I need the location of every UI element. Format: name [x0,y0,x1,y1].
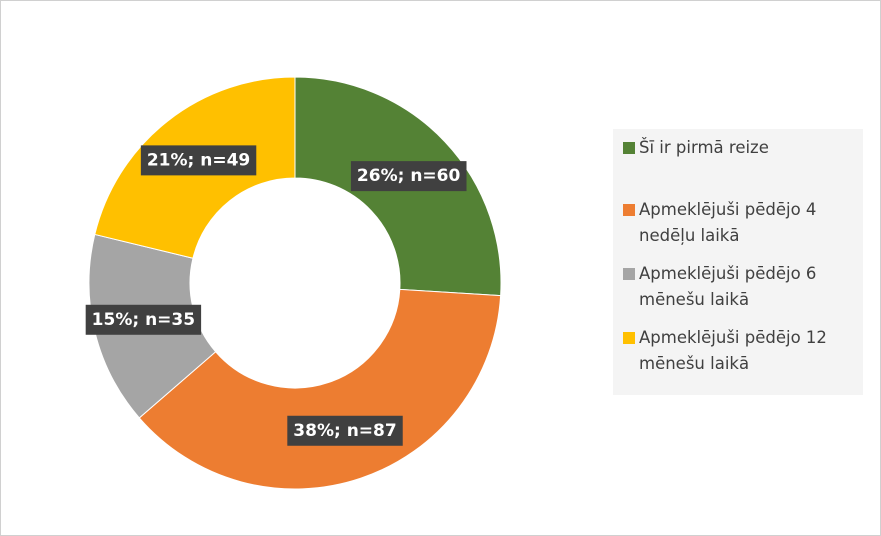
data-label-box [140,145,257,176]
data-label-text: 26%; n=60 [357,166,461,186]
data-label-box [85,304,202,335]
legend-label: Apmeklējuši pēdējo 6 mēnešu laikā [639,264,817,309]
legend-item: Apmeklējuši pēdējo 6 mēnešu laikā [623,261,863,313]
legend-item: Apmeklējuši pēdējo 12 mēnešu laikā [623,325,863,377]
data-label: 21%; n=49 [140,145,257,176]
data-label: 38%; n=87 [287,415,403,446]
legend-label: Šī ir pirmā reize [639,138,769,157]
data-label-text: 15%; n=35 [92,310,195,330]
legend-item: Apmeklējuši pēdējo 4 nedēļu laikā [623,197,863,249]
legend: Šī ir pirmā reize Apmeklējuši pēdējo 4 ne… [613,129,863,395]
data-label-box [287,415,403,446]
data-label: 15%; n=35 [85,304,202,335]
legend-swatch [623,142,635,154]
legend-label: Apmeklējuši pēdējo 12 mēnešu laikā [639,328,827,373]
legend-swatch [623,268,635,280]
data-label-text: 38%; n=87 [293,421,396,441]
data-label-box [350,161,467,192]
data-label: 26%; n=60 [350,161,467,192]
legend-item: Šī ir pirmā reize [623,135,863,161]
legend-swatch [623,332,635,344]
legend-label: Apmeklējuši pēdējo 4 nedēļu laikā [639,200,817,245]
data-label-text: 21%; n=49 [147,150,250,170]
legend-swatch [623,204,635,216]
slice [138,288,502,490]
